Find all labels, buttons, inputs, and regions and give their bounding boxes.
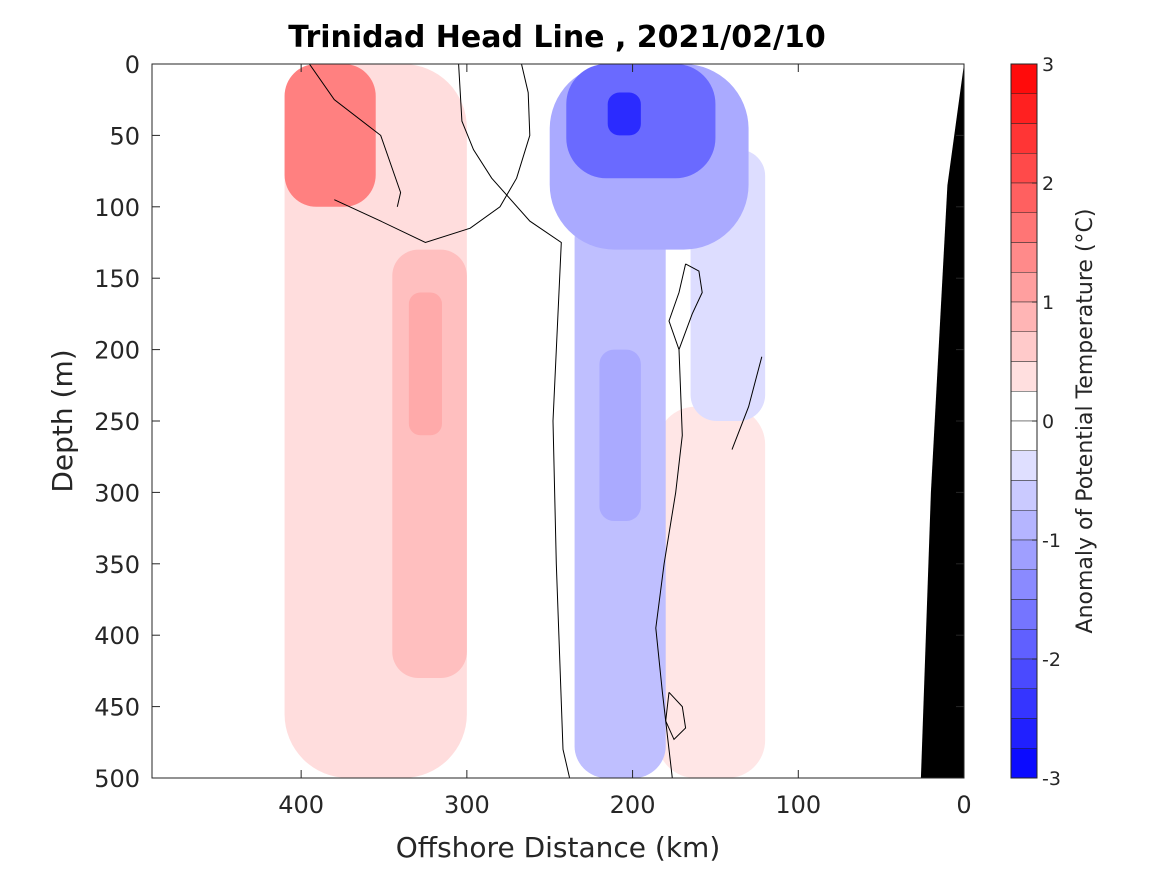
anomaly-region — [607, 92, 641, 136]
colorbar-tick-label: -2 — [1042, 649, 1061, 671]
zero-contour-line — [655, 263, 687, 778]
y-tick-label: 100 — [94, 194, 140, 222]
anomaly-region — [284, 64, 376, 207]
colorbar-swatch — [1010, 599, 1038, 630]
anomaly-region — [599, 349, 641, 521]
colorbar-swatch — [1010, 391, 1038, 422]
bathymetry — [920, 64, 964, 778]
y-tick-label: 500 — [94, 765, 140, 793]
y-tick-label: 300 — [94, 479, 140, 507]
y-tick-label: 450 — [94, 694, 140, 722]
colorbar-swatch — [1010, 688, 1038, 719]
anomaly-region — [408, 292, 442, 436]
x-tick-label: 400 — [278, 791, 324, 819]
colorbar-swatch — [1010, 629, 1038, 660]
colorbar-swatch — [1010, 331, 1038, 362]
colorbar-swatch — [1010, 301, 1038, 332]
zero-contours — [308, 64, 763, 778]
y-tick-label: 150 — [94, 265, 140, 293]
anomaly-field — [284, 64, 766, 778]
x-tick-label: 100 — [775, 791, 821, 819]
colorbar: 3 2 1 0 -1 -2 -3 — [1010, 54, 1061, 790]
colorbar-tick-label: 1 — [1042, 292, 1054, 314]
colorbar-swatch — [1010, 272, 1038, 303]
zero-contour-line — [665, 691, 687, 741]
colorbar-swatch — [1010, 480, 1038, 511]
colorbar-swatch — [1010, 718, 1038, 749]
y-axis-ticks: 0 50 100 150 200 250 300 350 400 450 500 — [94, 51, 964, 793]
zero-contour-line — [458, 64, 571, 778]
colorbar-swatch — [1010, 123, 1038, 154]
colorbar-swatch — [1010, 420, 1038, 451]
x-axis-label: Offshore Distance (km) — [396, 831, 721, 864]
colorbar-tick-label: 2 — [1042, 173, 1054, 195]
x-axis-ticks: 400 300 200 100 0 — [278, 64, 972, 819]
y-tick-label: 250 — [94, 408, 140, 436]
zero-contour-line — [678, 263, 703, 350]
y-tick-label: 350 — [94, 551, 140, 579]
chart-title: Trinidad Head Line , 2021/02/10 — [288, 20, 825, 55]
colorbar-swatch — [1010, 182, 1038, 213]
colorbar-swatch — [1010, 569, 1038, 600]
colorbar-swatch — [1010, 361, 1038, 392]
colorbar-tick-label: 3 — [1042, 54, 1054, 76]
colorbar-swatch — [1010, 63, 1038, 94]
zero-contour-line — [334, 64, 531, 244]
y-tick-label: 0 — [125, 51, 140, 79]
colorbar-swatch — [1010, 539, 1038, 570]
colorbar-label: Anomaly of Potential Temperature (°C) — [1073, 209, 1098, 634]
x-tick-label: 0 — [956, 791, 971, 819]
colorbar-tick-label: -3 — [1042, 768, 1061, 790]
zero-contour-line — [731, 356, 763, 450]
colorbar-tick-label: 0 — [1042, 411, 1054, 433]
y-tick-label: 400 — [94, 622, 140, 650]
y-tick-label: 50 — [109, 122, 140, 150]
x-tick-label: 300 — [444, 791, 490, 819]
colorbar-swatch — [1010, 450, 1038, 481]
colorbar-swatch — [1010, 93, 1038, 124]
x-tick-label: 200 — [610, 791, 656, 819]
y-axis-label: Depth (m) — [46, 349, 79, 492]
colorbar-swatch — [1010, 242, 1038, 273]
colorbar-swatch — [1010, 212, 1038, 243]
y-tick-label: 200 — [94, 337, 140, 365]
colorbar-swatch — [1010, 510, 1038, 541]
colorbar-swatch — [1010, 748, 1038, 779]
seafloor-shape — [920, 64, 964, 778]
colorbar-tick-label: -1 — [1042, 530, 1061, 552]
colorbar-swatch — [1010, 153, 1038, 184]
zero-contour-line — [308, 64, 402, 207]
colorbar-swatch — [1010, 658, 1038, 689]
anomaly-region — [657, 406, 766, 778]
